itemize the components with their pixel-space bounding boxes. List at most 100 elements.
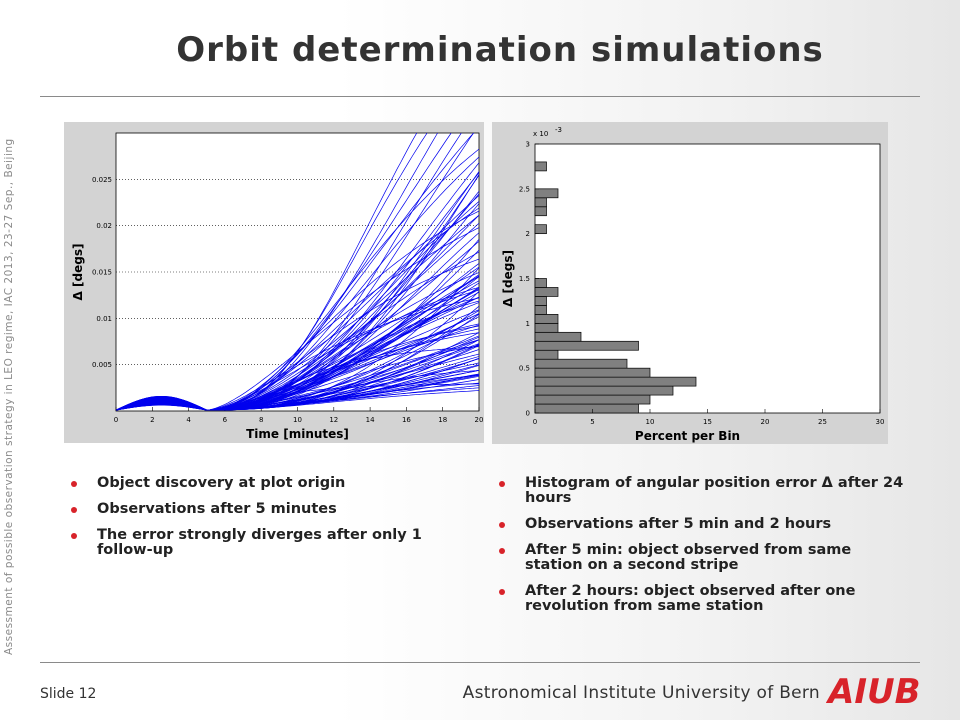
footer-divider <box>40 662 920 663</box>
bullet-item: The error strongly diverges after only 1… <box>64 528 464 558</box>
y-axis-label: Δ [degs] <box>501 250 515 307</box>
x-tick-label: 20 <box>475 416 484 424</box>
institute-name: Astronomical Institute University of Ber… <box>462 683 820 703</box>
histogram-bar <box>534 188 559 199</box>
y-tick-label: 0.5 <box>519 365 530 373</box>
x-tick-label: 5 <box>590 418 594 426</box>
histogram-bar <box>534 376 697 387</box>
bullet-text: Object discovery at plot origin <box>97 475 346 491</box>
x-tick-label: 10 <box>293 416 302 424</box>
trajectory-line <box>116 305 479 411</box>
histogram-bar <box>534 224 547 235</box>
histogram-bar <box>534 278 547 288</box>
slide-number: Slide 12 <box>40 686 97 702</box>
x-tick-label: 25 <box>818 418 827 426</box>
x-tick-label: 18 <box>438 416 447 424</box>
y-tick-label: 0.025 <box>92 176 112 184</box>
x-tick-label: 12 <box>329 416 338 424</box>
y-tick-label: 1 <box>526 320 530 328</box>
trajectory-line <box>116 316 479 411</box>
y-tick-label: 0.005 <box>92 361 112 369</box>
aiub-logo-text: AIUB <box>826 672 920 711</box>
y-tick-label: 0.015 <box>92 269 112 277</box>
histogram-bar <box>534 322 559 333</box>
x-tick-label: 14 <box>366 416 375 424</box>
x-tick-label: 4 <box>186 416 191 424</box>
title-divider <box>40 96 920 97</box>
trajectory-line <box>116 345 479 411</box>
bullet-dot-icon <box>499 589 505 595</box>
trajectory-line <box>116 133 438 411</box>
trajectory-line <box>116 309 479 411</box>
bullet-text: The error strongly diverges after only 1… <box>97 527 422 558</box>
histogram-bar <box>534 385 674 396</box>
histogram-bar <box>534 161 547 172</box>
histogram-bar <box>534 206 547 217</box>
bullet-item: After 2 hours: object observed after one… <box>492 584 912 614</box>
aiub-logo: AIUB <box>826 672 920 711</box>
histogram-bar <box>534 197 547 208</box>
slide-title: Orbit determination simulations <box>176 30 824 70</box>
error-histogram-plot: 0 0.5 1 1.5 2 2.5 3 0 5 10 15 20 25 30 x 10 -3 Percent p… <box>492 122 888 444</box>
x-axis-label: Time [minutes] <box>246 427 349 441</box>
histogram-bar <box>534 314 559 324</box>
bullet-item: Observations after 5 minutes <box>64 502 464 517</box>
y-tick-label: 2 <box>526 230 530 238</box>
bullet-dot-icon <box>499 481 505 487</box>
y-tick-label: 0.01 <box>96 315 112 323</box>
bullet-text: Observations after 5 minutes <box>97 501 337 517</box>
y-axis-label: Δ [degs] <box>71 244 85 301</box>
trajectory-line <box>116 193 479 411</box>
bullet-item: Histogram of angular position error Δ af… <box>492 476 912 506</box>
histogram-bar <box>534 296 547 306</box>
y-scale-label: x 10 <box>533 130 548 138</box>
bullet-dot-icon <box>71 481 77 487</box>
bullet-item: Observations after 5 min and 2 hours <box>492 517 912 532</box>
bullet-text: Histogram of angular position error Δ af… <box>525 475 904 506</box>
x-tick-label: 16 <box>402 416 411 424</box>
x-tick-label: 20 <box>761 418 770 426</box>
x-tick-label: 8 <box>259 416 263 424</box>
trajectory-line <box>116 276 479 411</box>
conference-side-text: Assessment of possible observation strat… <box>3 138 15 655</box>
error-divergence-plot: 0.005 0.01 0.015 0.02 0.025 0 2 4 6 8 10 12 14 16 18 20… <box>64 122 484 443</box>
x-tick-label: 0 <box>533 418 537 426</box>
bullet-dot-icon <box>71 507 77 513</box>
bullet-dot-icon <box>71 533 77 539</box>
bullet-text: After 2 hours: object observed after one… <box>525 583 856 614</box>
x-axis-label: Percent per Bin <box>635 429 740 443</box>
histogram-bar <box>534 331 582 342</box>
y-tick-label: 0 <box>526 410 530 418</box>
x-tick-label: 2 <box>150 416 154 424</box>
histogram-bar <box>534 394 651 405</box>
trajectory-line <box>116 364 479 411</box>
x-tick-label: 15 <box>703 418 712 426</box>
y-tick-label: 1.5 <box>519 275 530 283</box>
x-tick-label: 10 <box>646 418 655 426</box>
x-tick-label: 6 <box>223 416 228 424</box>
bullet-text: After 5 min: object observed from same s… <box>525 542 852 573</box>
bullet-dot-icon <box>499 522 505 528</box>
y-tick-label: 3 <box>526 141 530 149</box>
x-tick-label: 0 <box>114 416 118 424</box>
bullet-item: Object discovery at plot origin <box>64 476 464 491</box>
x-tick-label: 30 <box>876 418 885 426</box>
bullet-dot-icon <box>499 548 505 554</box>
histogram-bar <box>534 340 639 351</box>
bullet-list-left: Object discovery at plot origin Observat… <box>64 476 464 569</box>
trajectory-group <box>116 133 479 411</box>
histogram-bar <box>534 367 651 378</box>
trajectory-line <box>116 195 479 411</box>
y-tick-label: 2.5 <box>519 185 530 193</box>
bullet-text: Observations after 5 min and 2 hours <box>525 516 832 532</box>
histogram-bar <box>534 287 559 297</box>
histogram-bar <box>534 403 639 414</box>
histogram-bar <box>534 349 559 360</box>
y-scale-exponent: -3 <box>555 126 562 134</box>
bullet-list-right: Histogram of angular position error Δ af… <box>492 476 912 625</box>
line-chart-svg: 0.005 0.01 0.015 0.02 0.025 0 2 4 6 8 10 12 14 16 18 20… <box>71 132 484 441</box>
histogram-bar <box>534 358 628 369</box>
y-tick-label: 0.02 <box>96 222 112 230</box>
histogram-bar <box>534 305 547 315</box>
